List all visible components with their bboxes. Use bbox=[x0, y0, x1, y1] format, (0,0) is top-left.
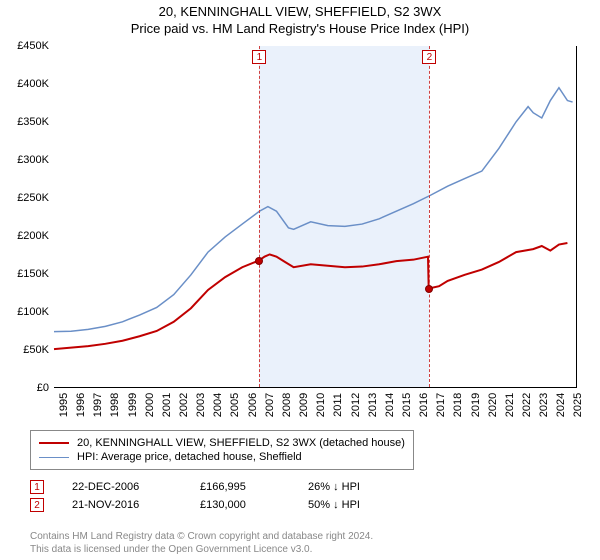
x-tick-label: 2010 bbox=[311, 393, 327, 417]
sale-diff: 26% ↓ HPI bbox=[308, 481, 398, 493]
x-tick-label: 2007 bbox=[260, 393, 276, 417]
sale-dot bbox=[425, 285, 433, 293]
legend: 20, KENNINGHALL VIEW, SHEFFIELD, S2 3WX … bbox=[30, 430, 414, 470]
x-tick-label: 2018 bbox=[448, 393, 464, 417]
x-tick-label: 2024 bbox=[551, 393, 567, 417]
x-tick-label: 2008 bbox=[277, 393, 293, 417]
x-tick-label: 2013 bbox=[363, 393, 379, 417]
legend-label-2: HPI: Average price, detached house, Shef… bbox=[77, 451, 302, 463]
sale-marker: 1 bbox=[30, 480, 44, 494]
x-tick-label: 2015 bbox=[397, 393, 413, 417]
y-tick-label: £200K bbox=[17, 230, 54, 242]
x-tick-label: 1996 bbox=[71, 393, 87, 417]
sale-dot bbox=[255, 257, 263, 265]
legend-row-2: HPI: Average price, detached house, Shef… bbox=[39, 451, 405, 463]
legend-swatch-blue bbox=[39, 457, 69, 458]
y-tick-label: £300K bbox=[17, 154, 54, 166]
sale-marker-box: 2 bbox=[422, 50, 436, 64]
x-tick-label: 2003 bbox=[191, 393, 207, 417]
x-tick-label: 2001 bbox=[157, 393, 173, 417]
x-tick-label: 2012 bbox=[346, 393, 362, 417]
chart-plot-area: 12£0£50K£100K£150K£200K£250K£300K£350K£4… bbox=[54, 46, 577, 388]
x-tick-label: 2014 bbox=[380, 393, 396, 417]
x-tick-label: 2000 bbox=[140, 393, 156, 417]
y-tick-label: £450K bbox=[17, 40, 54, 52]
sales-table: 1 22-DEC-2006 £166,995 26% ↓ HPI 2 21-NOV-201… bbox=[30, 476, 570, 516]
sale-diff: 50% ↓ HPI bbox=[308, 499, 398, 511]
x-tick-label: 2017 bbox=[431, 393, 447, 417]
y-tick-label: £250K bbox=[17, 192, 54, 204]
title-line1: 20, KENNINGHALL VIEW, SHEFFIELD, S2 3WX bbox=[0, 4, 600, 19]
x-tick-label: 2019 bbox=[466, 393, 482, 417]
footer-line1: Contains HM Land Registry data © Crown c… bbox=[30, 530, 373, 543]
x-tick-label: 2021 bbox=[500, 393, 516, 417]
x-tick-label: 2023 bbox=[534, 393, 550, 417]
legend-swatch-red bbox=[39, 442, 69, 444]
footer: Contains HM Land Registry data © Crown c… bbox=[30, 530, 373, 556]
y-tick-label: £0 bbox=[37, 382, 54, 394]
sale-price: £130,000 bbox=[200, 499, 280, 511]
x-tick-label: 2011 bbox=[328, 393, 344, 417]
sale-marker: 2 bbox=[30, 498, 44, 512]
x-tick-label: 1995 bbox=[54, 393, 70, 417]
series-price_paid bbox=[54, 243, 567, 349]
y-tick-label: £150K bbox=[17, 268, 54, 280]
x-tick-label: 1998 bbox=[105, 393, 121, 417]
sale-price: £166,995 bbox=[200, 481, 280, 493]
x-tick-label: 2006 bbox=[243, 393, 259, 417]
x-tick-label: 2025 bbox=[568, 393, 584, 417]
x-tick-label: 1997 bbox=[88, 393, 104, 417]
x-tick-label: 2020 bbox=[483, 393, 499, 417]
y-tick-label: £400K bbox=[17, 78, 54, 90]
sale-vline bbox=[259, 46, 260, 387]
chart-container: 20, KENNINGHALL VIEW, SHEFFIELD, S2 3WX … bbox=[0, 0, 600, 560]
title-block: 20, KENNINGHALL VIEW, SHEFFIELD, S2 3WX … bbox=[0, 0, 600, 36]
y-tick-label: £350K bbox=[17, 116, 54, 128]
x-tick-label: 2005 bbox=[225, 393, 241, 417]
x-tick-label: 2002 bbox=[174, 393, 190, 417]
legend-label-1: 20, KENNINGHALL VIEW, SHEFFIELD, S2 3WX … bbox=[77, 437, 405, 449]
title-line2: Price paid vs. HM Land Registry's House … bbox=[0, 21, 600, 36]
x-tick-label: 2016 bbox=[414, 393, 430, 417]
sale-marker-box: 1 bbox=[252, 50, 266, 64]
series-hpi bbox=[54, 88, 573, 332]
sale-vline bbox=[429, 46, 430, 387]
x-tick-label: 2022 bbox=[517, 393, 533, 417]
x-tick-label: 2004 bbox=[208, 393, 224, 417]
y-tick-label: £100K bbox=[17, 306, 54, 318]
legend-row-1: 20, KENNINGHALL VIEW, SHEFFIELD, S2 3WX … bbox=[39, 437, 405, 449]
y-tick-label: £50K bbox=[23, 344, 54, 356]
sale-date: 22-DEC-2006 bbox=[72, 481, 172, 493]
sales-row: 2 21-NOV-2016 £130,000 50% ↓ HPI bbox=[30, 498, 570, 512]
x-tick-label: 2009 bbox=[294, 393, 310, 417]
sale-date: 21-NOV-2016 bbox=[72, 499, 172, 511]
chart-lines-svg bbox=[54, 46, 576, 387]
sales-row: 1 22-DEC-2006 £166,995 26% ↓ HPI bbox=[30, 480, 570, 494]
footer-line2: This data is licensed under the Open Gov… bbox=[30, 543, 373, 556]
x-tick-label: 1999 bbox=[123, 393, 139, 417]
